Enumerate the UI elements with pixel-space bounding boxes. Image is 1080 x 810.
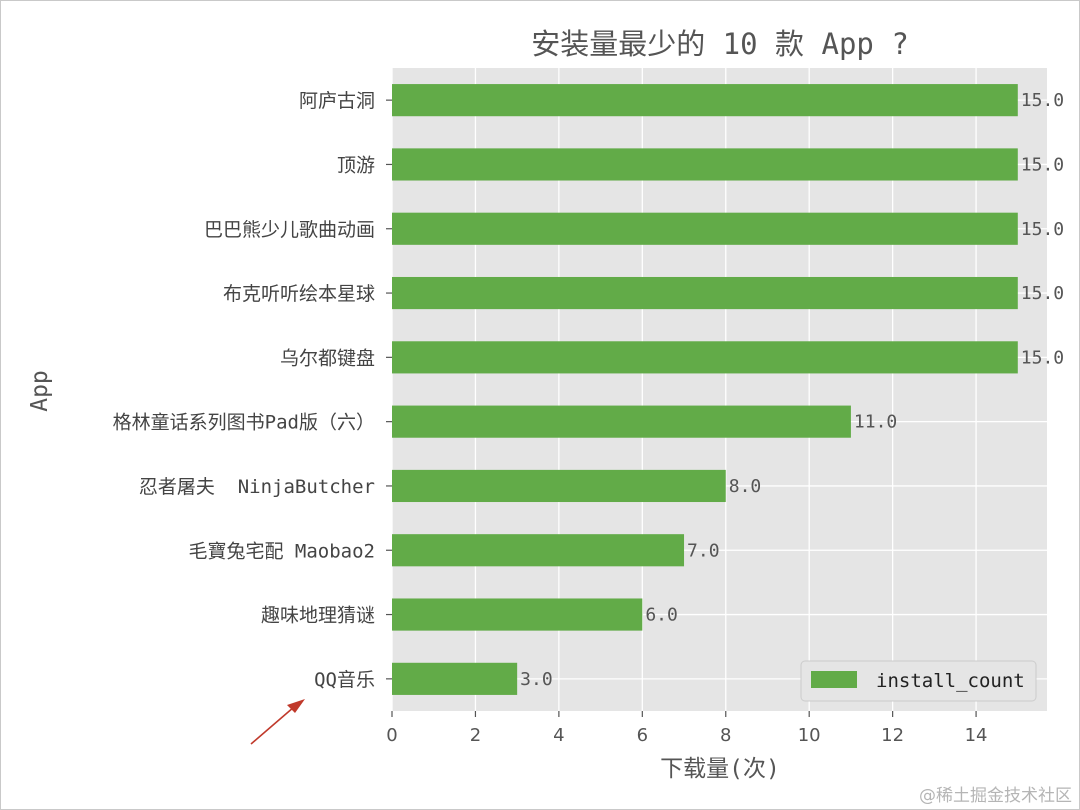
- y-tick-label: 乌尔都键盘: [280, 347, 375, 369]
- bar: [392, 469, 726, 503]
- legend-label: install_count: [876, 670, 1025, 692]
- y-tick-label: 顶游: [337, 154, 375, 176]
- bar: [392, 598, 643, 631]
- legend-swatch: [811, 671, 857, 688]
- data-label: 11.0: [854, 412, 897, 433]
- x-tick-label: 0: [386, 725, 397, 746]
- data-label: 15.0: [1021, 347, 1064, 368]
- y-tick-label: 格林童话系列图书Pad版（六）: [113, 412, 375, 434]
- x-tick-label: 8: [720, 725, 731, 746]
- y-tick-label: QQ音乐: [314, 669, 375, 691]
- annotation-arrow: [250, 699, 305, 745]
- bar: [392, 534, 685, 567]
- legend-box: [800, 660, 1037, 702]
- legend: install_count: [800, 660, 1037, 702]
- x-tick-label: 10: [798, 725, 821, 746]
- bars: [392, 84, 1018, 695]
- x-tick-label: 4: [553, 725, 564, 746]
- x-tick-label: 6: [637, 725, 648, 746]
- data-label: 3.0: [520, 669, 553, 690]
- y-axis-label: App: [27, 370, 53, 412]
- tick-marks: [386, 99, 977, 717]
- bar: [392, 212, 1018, 245]
- y-tick-label: 阿庐古洞: [299, 90, 375, 112]
- bar: [392, 405, 851, 438]
- x-axis-label: 下载量(次): [660, 756, 780, 782]
- arrow-head: [287, 699, 305, 713]
- x-tick-label: 14: [965, 725, 988, 746]
- y-tick-label: 忍者屠夫 NinjaButcher: [139, 476, 375, 498]
- bar: [392, 148, 1018, 181]
- bar: [392, 84, 1018, 117]
- data-label: 15.0: [1021, 283, 1064, 304]
- data-label: 8.0: [729, 476, 762, 497]
- x-tick-labels: 0 2 4 6 8 10 12 14: [386, 725, 987, 746]
- chart-title: 安装量最少的 10 款 App ?: [531, 27, 909, 61]
- x-tick-label: 12: [881, 725, 904, 746]
- y-tick-label: 趣味地理猜谜: [261, 605, 375, 627]
- y-tick-label: 毛寶兔宅配 Maobao2: [188, 540, 375, 562]
- data-labels: 15.0 15.0 15.0 15.0 15.0 11.0 8.0 7.0 6.0 3.0: [520, 90, 1064, 690]
- bar: [392, 276, 1018, 310]
- data-label: 7.0: [687, 540, 720, 561]
- arrow-line: [250, 706, 295, 745]
- y-tick-label: 布克听听绘本星球: [223, 283, 375, 305]
- bar: [392, 662, 518, 695]
- data-label: 6.0: [645, 605, 678, 626]
- x-tick-label: 2: [470, 725, 481, 746]
- data-label: 15.0: [1021, 90, 1064, 111]
- bar: [392, 341, 1018, 374]
- data-label: 15.0: [1021, 154, 1064, 175]
- y-tick-labels: 阿庐古洞顶游巴巴熊少儿歌曲动画布克听听绘本星球乌尔都键盘格林童话系列图书Pad版…: [113, 90, 375, 691]
- watermark: @稀土掘金技术社区: [919, 786, 1072, 806]
- data-label: 15.0: [1021, 219, 1064, 240]
- y-tick-label: 巴巴熊少儿歌曲动画: [204, 219, 375, 241]
